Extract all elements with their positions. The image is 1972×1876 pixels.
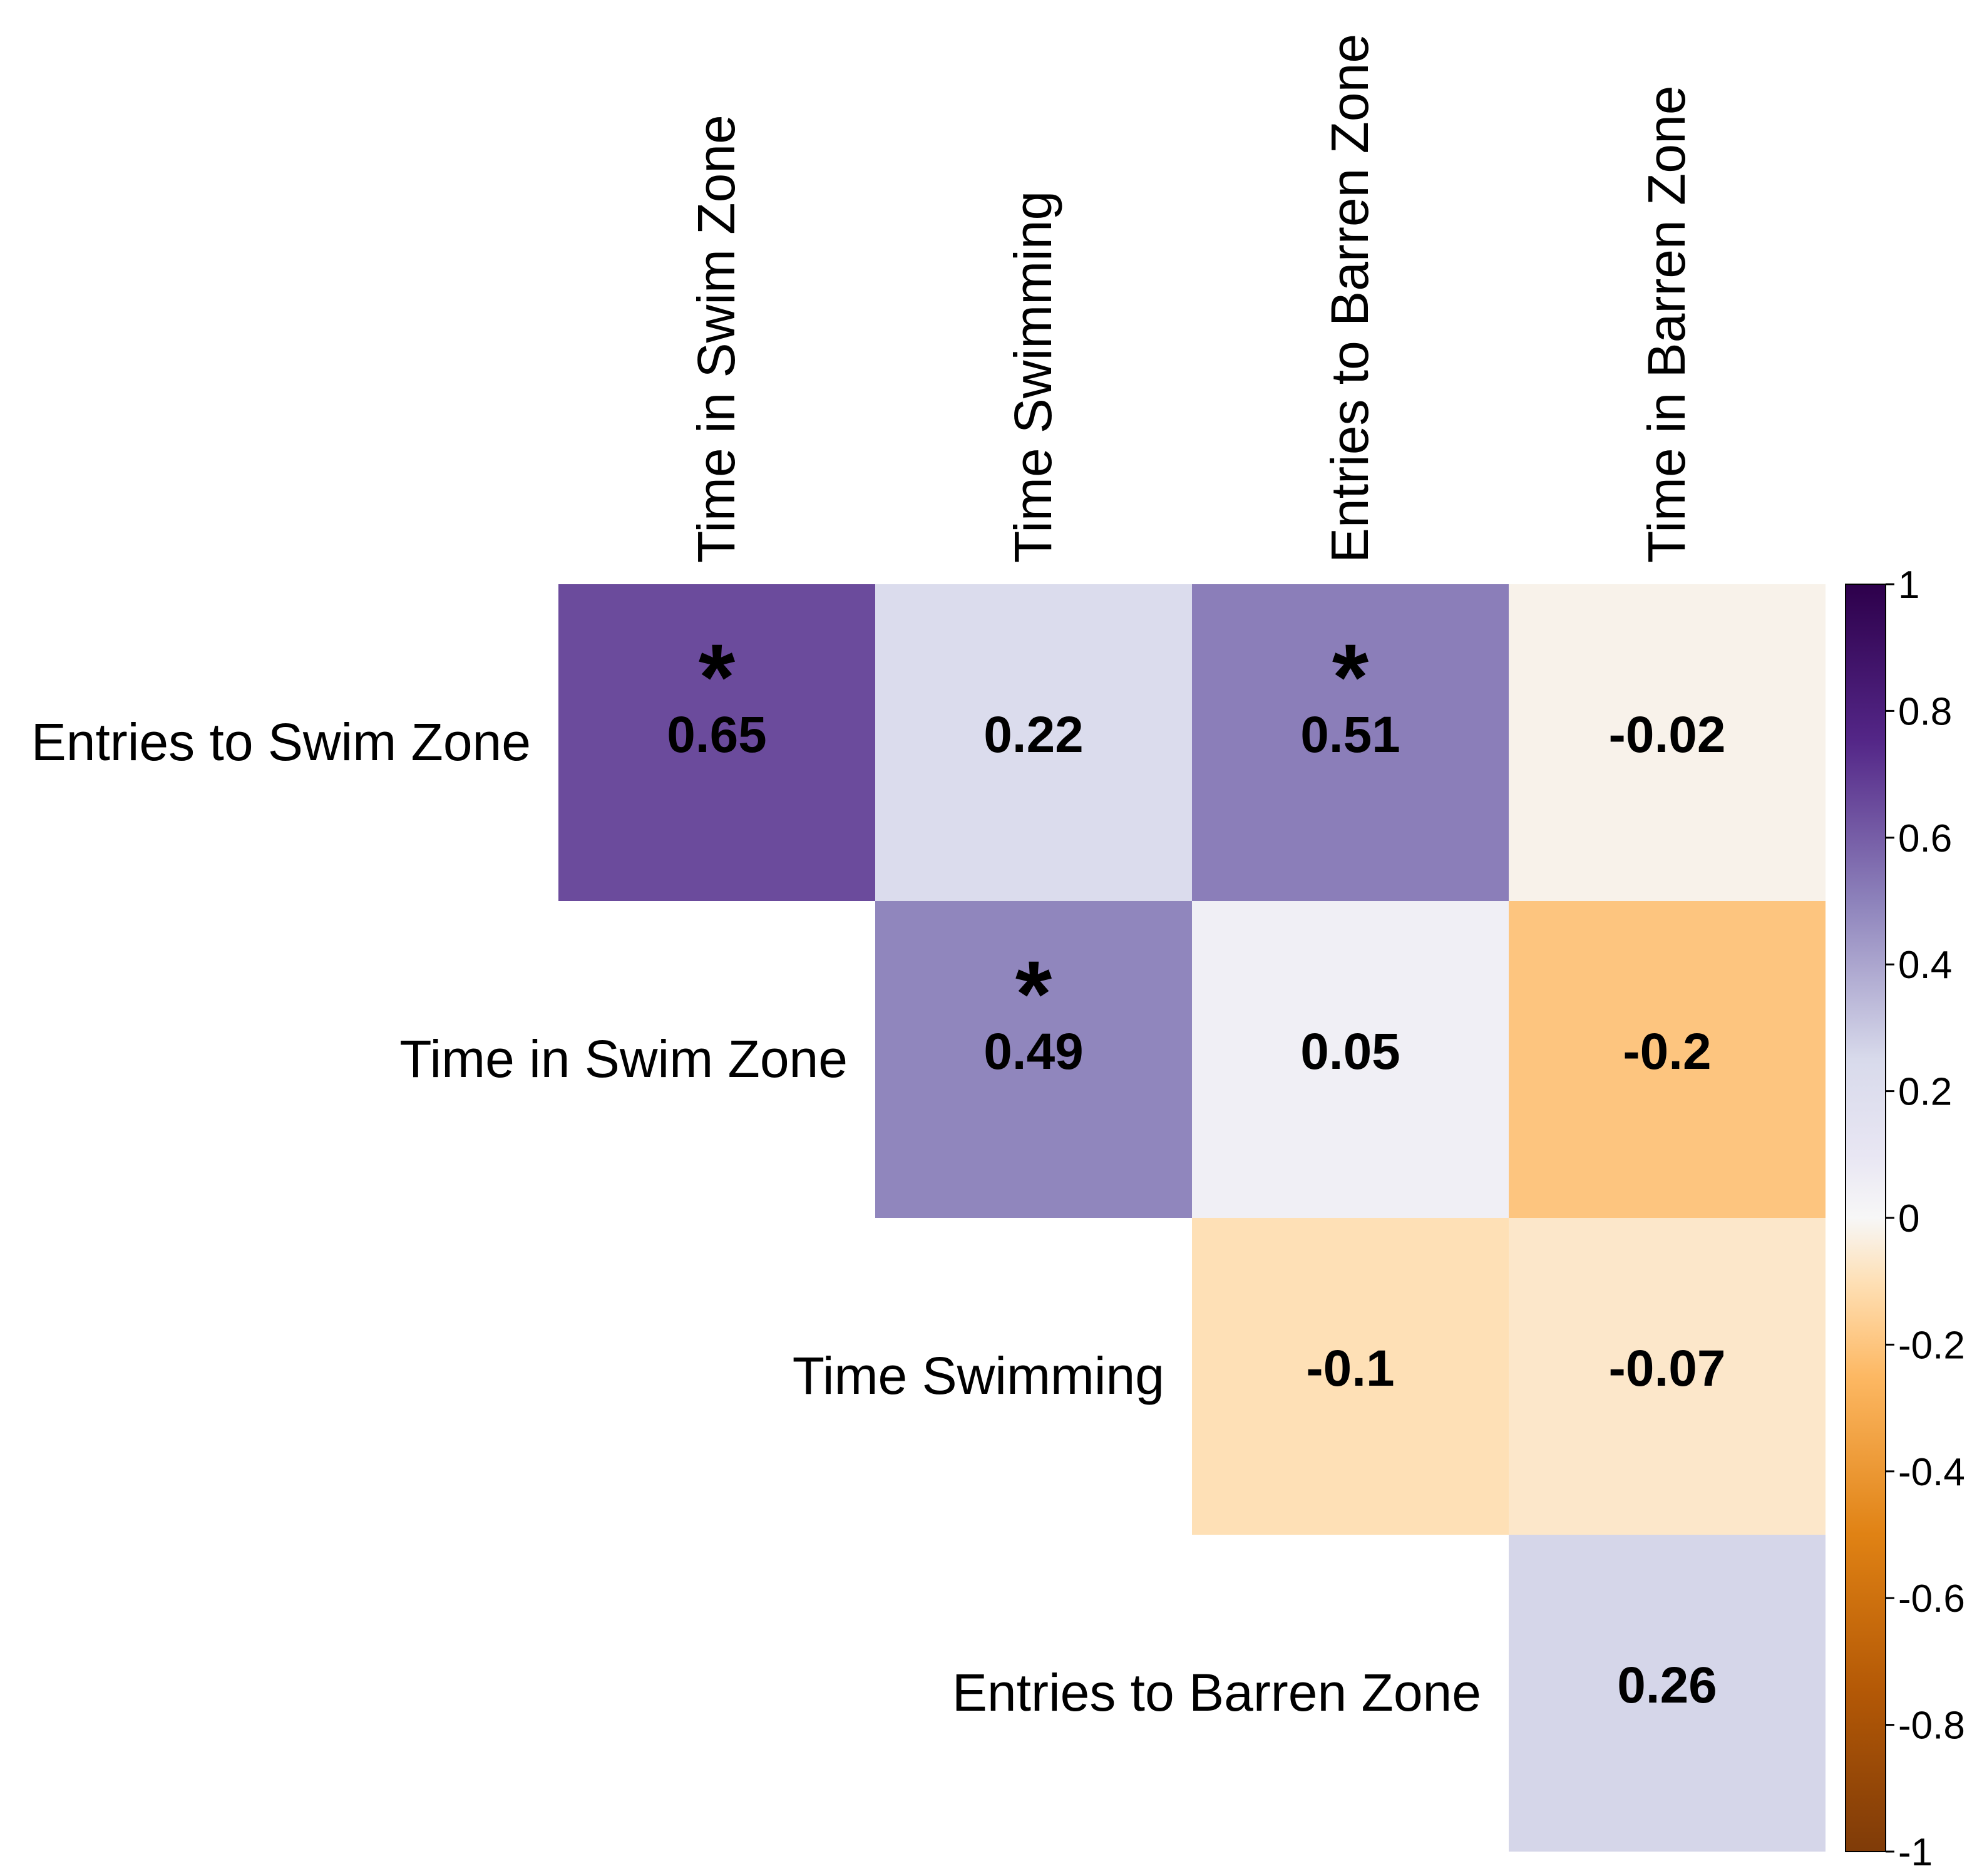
colorbar-tick-label: -0.8 — [1898, 1704, 1965, 1748]
significance-asterisk: * — [1015, 941, 1052, 1046]
colorbar-tick-label: -0.6 — [1898, 1577, 1965, 1621]
cell-value-label: -0.02 — [1609, 706, 1726, 763]
column-label: Time in Swim Zone — [687, 115, 746, 563]
heatmap-cell-r3-c3 — [1509, 1535, 1826, 1852]
row-label: Time Swimming — [793, 1346, 1164, 1405]
column-label: Time Swimming — [1004, 191, 1062, 563]
cell-value-label: -0.2 — [1623, 1023, 1711, 1080]
cell-value-label: -0.07 — [1609, 1340, 1726, 1397]
colorbar-gradient — [1846, 584, 1886, 1852]
heatmap-cell-r0-c0 — [558, 584, 875, 901]
colorbar-tick-label: -1 — [1898, 1831, 1933, 1873]
heatmap-cell-r0-c2 — [1192, 584, 1509, 901]
cell-value-label: 0.05 — [1300, 1023, 1400, 1080]
column-labels: Time in Swim Zone Time Swimming Entries to… — [687, 34, 1696, 563]
colorbar: 1 0.8 0.6 0.4 0.2 0 -0.2 -0.4 -0.6 -0.8 -1 — [1845, 564, 1965, 1874]
heatmap-cell-r0-c1 — [875, 584, 1192, 901]
colorbar-tick-label: 1 — [1898, 564, 1919, 607]
cell-value-label: 0.65 — [667, 706, 767, 763]
heatmap-cell-r1-c1 — [875, 901, 1192, 1218]
cell-value-label: 0.51 — [1300, 706, 1400, 763]
cell-value-label: 0.22 — [983, 706, 1084, 763]
row-label: Entries to Swim Zone — [31, 713, 531, 771]
cell-value-label: -0.1 — [1306, 1340, 1394, 1397]
colorbar-tick-label: 0.6 — [1898, 817, 1952, 860]
colorbar-tick-label: 0.2 — [1898, 1071, 1952, 1114]
colorbar-tick-label: 0.4 — [1898, 944, 1952, 987]
colorbar-tick-label: -0.4 — [1898, 1451, 1965, 1494]
colorbar-tick-label: 0 — [1898, 1197, 1919, 1240]
heatmap-cell-r1-c3 — [1509, 901, 1826, 1218]
cell-value-label: 0.49 — [983, 1023, 1084, 1080]
cell-value-label: 0.26 — [1617, 1657, 1717, 1714]
heatmap-cell-r2-c2 — [1192, 1218, 1509, 1535]
heatmap-cell-r2-c3 — [1509, 1218, 1826, 1535]
column-label: Entries to Barren Zone — [1320, 34, 1379, 563]
heatmap-cell-r1-c2 — [1192, 901, 1509, 1218]
heatmap-cell-r0-c3 — [1509, 584, 1826, 901]
cells-layer: 0.65*0.22 0.51*-0.020.49*0.05 -0.2-0.1 -0.0… — [558, 584, 1826, 1852]
row-labels: Entries to Swim Zone Time in Swim Zone Tim… — [31, 713, 1481, 1722]
significance-asterisk: * — [699, 624, 736, 729]
row-label: Time in Swim Zone — [399, 1029, 848, 1088]
significance-asterisk: * — [1332, 624, 1369, 729]
row-label: Entries to Barren Zone — [952, 1663, 1481, 1722]
colorbar-tick-label: 0.8 — [1898, 690, 1952, 733]
column-label: Time in Barren Zone — [1637, 85, 1696, 563]
colorbar-tick-label: -0.2 — [1898, 1324, 1965, 1367]
